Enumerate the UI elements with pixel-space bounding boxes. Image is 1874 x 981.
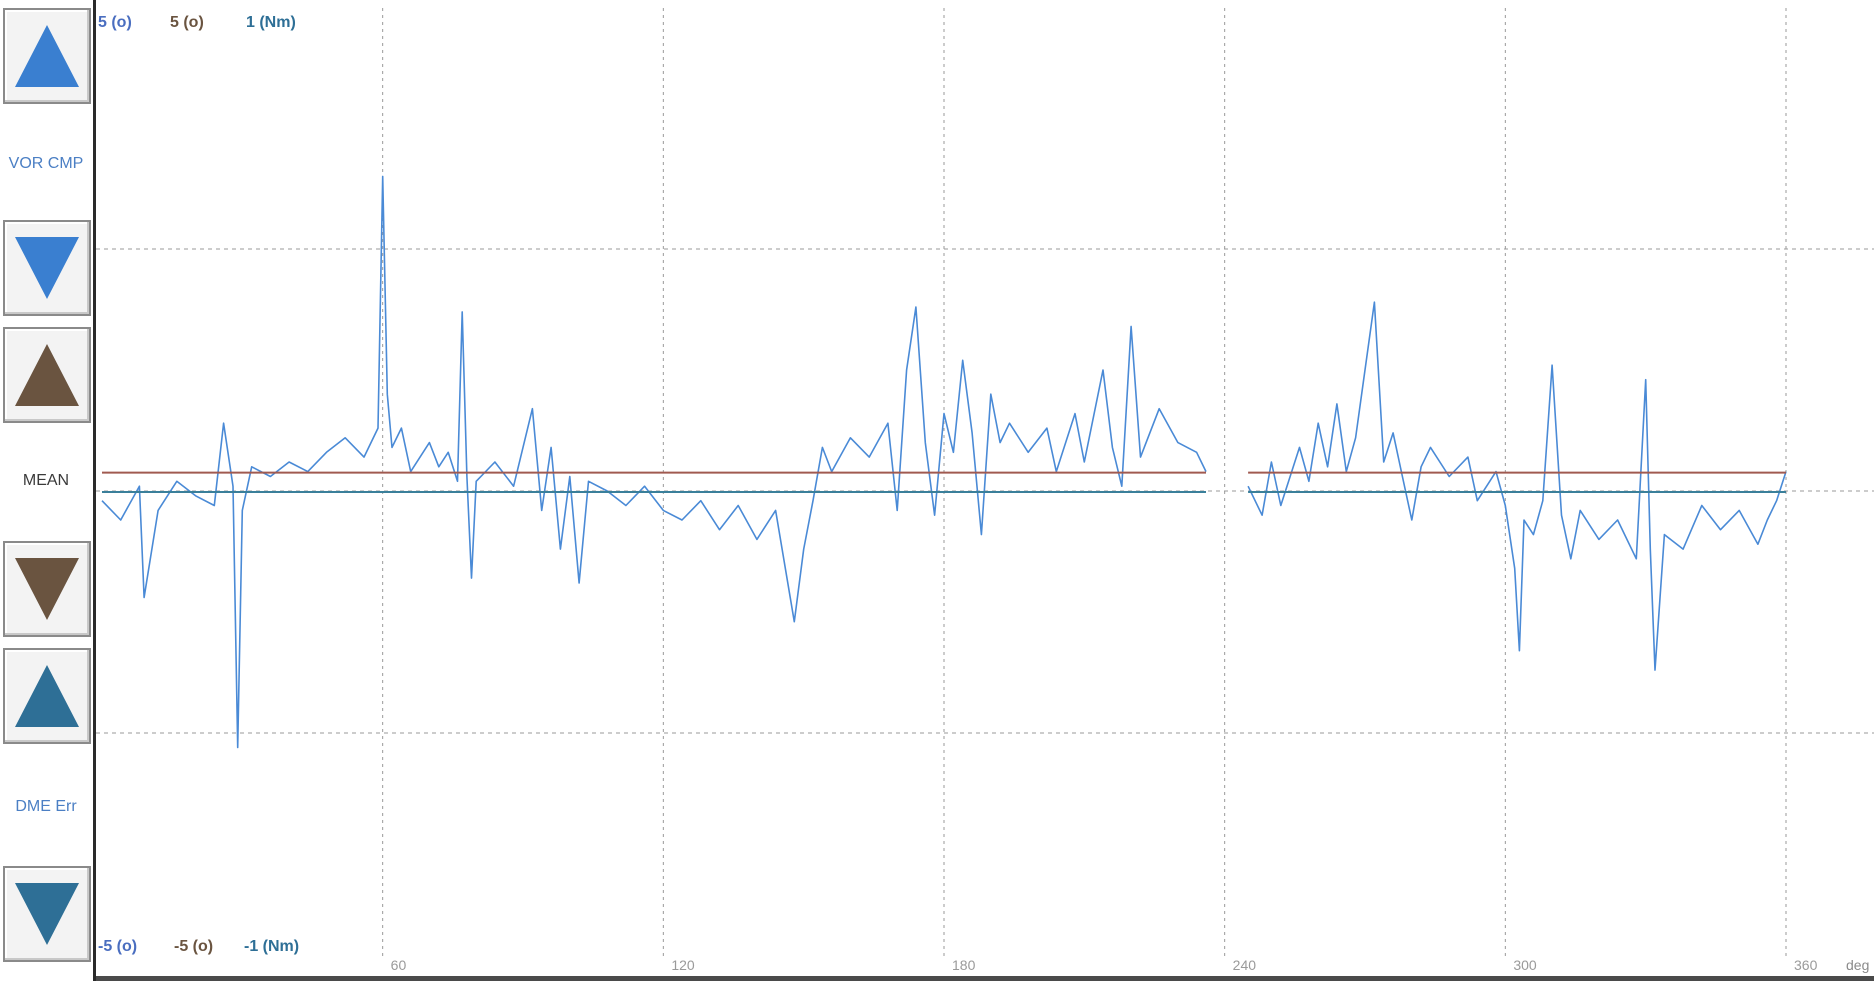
x-unit-label: deg (1846, 957, 1869, 973)
top-scale-label-3: 1 (Nm) (246, 14, 296, 31)
x-tick-label-120: 120 (671, 957, 695, 973)
signal-line-segment-1 (101, 175, 1207, 749)
bottom-border (96, 976, 1874, 981)
control-sidebar: VOR CMP MEAN DME Err (0, 0, 96, 981)
mean-up-button[interactable] (3, 327, 91, 423)
vor-cmp-up-button[interactable] (3, 8, 91, 104)
x-tick-label-240: 240 (1233, 957, 1257, 973)
dme-err-label: DME Err (15, 798, 77, 815)
x-tick-label-180: 180 (952, 957, 976, 973)
bottom-scale-label-3: -1 (Nm) (244, 938, 299, 955)
down-arrow-icon (15, 883, 79, 945)
down-arrow-icon (15, 237, 79, 299)
top-scale-label-2: 5 (o) (170, 14, 204, 31)
x-tick-labels: 60 120 180 240 300 360 (391, 957, 1818, 973)
mean-down-button[interactable] (3, 541, 91, 637)
dme-err-down-button[interactable] (3, 866, 91, 962)
x-tick-label-360: 360 (1794, 957, 1818, 973)
up-arrow-icon (15, 665, 79, 727)
bottom-scale-label-2: -5 (o) (174, 938, 213, 955)
x-tick-label-300: 300 (1513, 957, 1537, 973)
signal-line-segment-2 (1247, 301, 1787, 671)
vor-cmp-down-button[interactable] (3, 220, 91, 316)
up-arrow-icon (15, 25, 79, 87)
mean-label: MEAN (22, 472, 70, 489)
top-scale-label-1: 5 (o) (98, 14, 132, 31)
bottom-scale-label-1: -5 (o) (98, 938, 137, 955)
down-arrow-icon (15, 558, 79, 620)
vor-cmp-label: VOR CMP (8, 155, 84, 172)
signal-chart: 5 (o) 5 (o) 1 (Nm) -5 (o) -5 (o) -1 (Nm)… (96, 0, 1874, 981)
dme-err-up-button[interactable] (3, 648, 91, 744)
chart-series (101, 175, 1787, 749)
x-tick-label-60: 60 (391, 957, 407, 973)
up-arrow-icon (15, 344, 79, 406)
